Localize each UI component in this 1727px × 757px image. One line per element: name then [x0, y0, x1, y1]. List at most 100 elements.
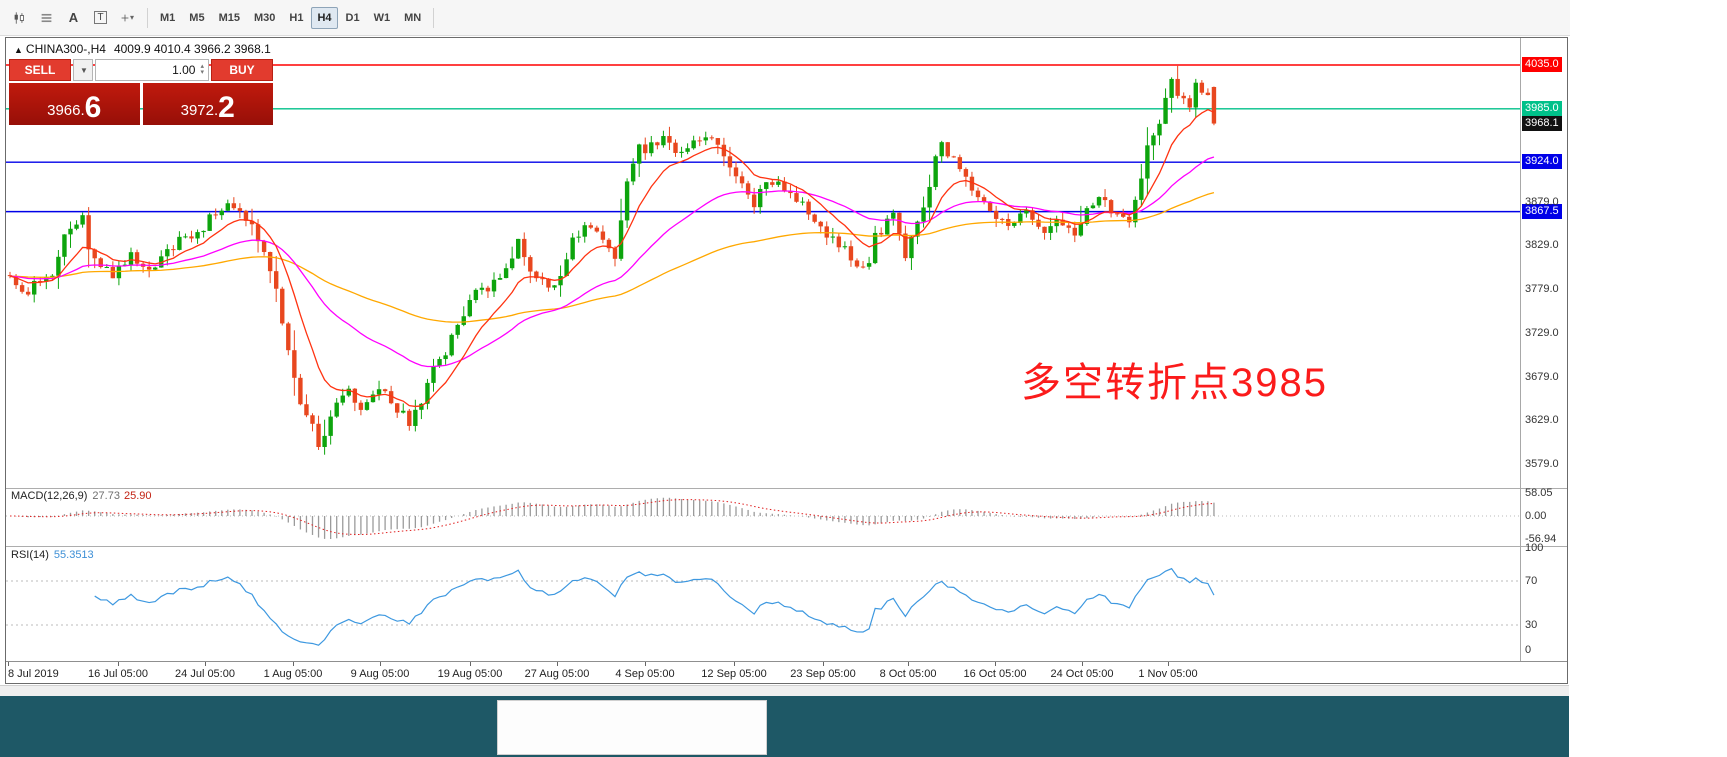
- bottom-panel: [497, 700, 767, 755]
- list-glyph: [41, 13, 52, 22]
- time-tick: [118, 662, 119, 666]
- time-tick: [1082, 662, 1083, 666]
- rsi-indicator-chart[interactable]: [6, 547, 1521, 660]
- text-box-icon[interactable]: T: [87, 6, 114, 30]
- time-label: 24 Oct 05:00: [1050, 668, 1114, 680]
- ask-quote[interactable]: 3972. 2: [142, 83, 273, 125]
- price-label-4035.0: 4035.0: [1522, 57, 1562, 72]
- timeframe-w1[interactable]: W1: [368, 7, 397, 29]
- time-tick: [1168, 662, 1169, 666]
- time-tick: [470, 662, 471, 666]
- candlestick-chart-icon[interactable]: [6, 6, 33, 30]
- time-label: 19 Aug 05:00: [437, 668, 503, 680]
- chart-window: ▲ CHINA300-,H4 4009.9 4010.4 3966.2 3968.1…: [5, 37, 1568, 684]
- timeframe-group: M1 M5 M15 M30 H1 H4 D1 W1 MN: [154, 6, 427, 29]
- volume-spinner[interactable]: ▴ ▾: [200, 63, 204, 76]
- price-label-3924.0: 3924.0: [1522, 154, 1562, 170]
- time-axis[interactable]: 8 Jul 2019 16 Jul 05:00 24 Jul 05:00 1 Aug …: [6, 661, 1567, 683]
- quote-row: 3966. 6 3972. 2: [9, 83, 273, 125]
- order-type-dropdown[interactable]: ▼: [73, 59, 93, 81]
- text-annotation-icon[interactable]: A: [60, 6, 87, 30]
- rsi-value: 55.3513: [53, 549, 94, 561]
- price-label-3968.1: 3968.1: [1522, 115, 1562, 131]
- chevron-down-icon: ▾: [129, 13, 134, 22]
- ask-price-main: 3972.: [180, 102, 219, 119]
- price-label-3867.5: 3867.5: [1522, 203, 1562, 219]
- spinner-down-icon[interactable]: ▾: [200, 69, 204, 76]
- macd-label: MACD(12,26,9) 27.73 25.90: [11, 490, 151, 502]
- volume-input[interactable]: 1.00 ▴ ▾: [95, 59, 209, 81]
- time-label: 27 Aug 05:00: [524, 668, 590, 680]
- macd-axis-0.00: 0.00: [1525, 510, 1547, 522]
- timeframe-d1[interactable]: D1: [340, 7, 366, 29]
- symbol-marker-icon: ▲: [14, 45, 23, 55]
- toolbar-separator: [433, 7, 435, 28]
- macd-axis-58.05: 58.05: [1525, 487, 1553, 499]
- timeframe-h1[interactable]: H1: [283, 7, 309, 29]
- trade-controls-row: SELL ▼ 1.00 ▴ ▾ BUY: [9, 59, 273, 81]
- price-label-3985.0: 3985.0: [1522, 100, 1562, 116]
- time-label: 24 Jul 05:00: [175, 668, 235, 680]
- time-label: 23 Sep 05:00: [790, 668, 856, 680]
- chart-title: CHINA300-,H4: [25, 42, 106, 56]
- time-tick: [557, 662, 558, 666]
- price-label-3579.0: 3579.0: [1525, 458, 1559, 471]
- time-label: 16 Oct 05:00: [963, 668, 1027, 680]
- bid-quote[interactable]: 3966. 6: [9, 83, 140, 125]
- rsi-axis-100: 100: [1525, 542, 1544, 554]
- macd-value-main: 27.73: [92, 490, 120, 502]
- toolbar: A T ▾ M1 M5 M15 M30 H1 H4 D1 W1 MN: [0, 0, 1570, 36]
- timeframe-m1[interactable]: M1: [154, 7, 181, 29]
- time-tick: [823, 662, 824, 666]
- price-axis[interactable]: 4035.0 3985.0 3968.1 3924.0 3867.5 3879.0 3829…: [1521, 38, 1567, 683]
- buy-button[interactable]: BUY: [211, 59, 273, 81]
- timeframe-m30[interactable]: M30: [248, 7, 281, 29]
- time-label: 9 Aug 05:00: [350, 668, 410, 680]
- timeframe-mn[interactable]: MN: [398, 7, 427, 29]
- bottom-bar: [0, 696, 1569, 757]
- time-label: 4 Sep 05:00: [615, 668, 675, 680]
- time-label: 12 Sep 05:00: [701, 668, 767, 680]
- rsi-axis-0: 0: [1525, 644, 1532, 656]
- timeframe-m15[interactable]: M15: [213, 7, 246, 29]
- macd-pane-divider[interactable]: [6, 488, 1567, 489]
- macd-indicator-chart[interactable]: [6, 489, 1521, 546]
- sell-button[interactable]: SELL: [9, 59, 71, 81]
- bid-price-main: 3966.: [47, 102, 85, 119]
- ask-price-big-digit: 2: [218, 91, 235, 124]
- price-label-3779.0: 3779.0: [1525, 283, 1559, 296]
- one-click-trading-panel: SELL ▼ 1.00 ▴ ▾ BUY 3966. 6 3972. 2: [9, 59, 273, 125]
- candlestick-glyph: [14, 11, 24, 24]
- price-label-3629.0: 3629.0: [1525, 414, 1559, 427]
- price-label-3679.0: 3679.0: [1525, 370, 1559, 383]
- time-tick: [995, 662, 996, 666]
- time-label: 1 Nov 05:00: [1138, 668, 1198, 680]
- toolbar-separator: [147, 7, 148, 28]
- time-label: 16 Jul 05:00: [88, 668, 148, 680]
- price-label-3879.0: 3879.0: [1525, 195, 1559, 208]
- chart-ohlc-values: 4009.9 4010.4 3966.2 3968.1: [113, 42, 271, 56]
- price-label-3829.0: 3829.0: [1525, 239, 1559, 252]
- crosshair-icon[interactable]: ▾: [114, 6, 141, 30]
- time-tick: [734, 662, 735, 666]
- indicator-list-icon[interactable]: [33, 6, 60, 30]
- bid-price-big-digit: 6: [84, 91, 102, 124]
- time-tick: [645, 662, 646, 666]
- time-tick: [8, 662, 9, 666]
- macd-axis--56.94: -56.94: [1525, 532, 1557, 545]
- volume-value: 1.00: [172, 63, 196, 77]
- timeframe-m5[interactable]: M5: [183, 7, 210, 29]
- time-tick: [380, 662, 381, 666]
- time-tick: [205, 662, 206, 666]
- timeframe-h4[interactable]: H4: [311, 6, 338, 29]
- spinner-up-icon[interactable]: ▴: [200, 63, 204, 70]
- time-label: 8 Jul 2019: [8, 668, 59, 680]
- time-tick: [908, 662, 909, 666]
- rsi-label: RSI(14) 55.3513: [11, 549, 94, 561]
- horizontal-scroll-strip[interactable]: [0, 685, 1569, 697]
- t-glyph: T: [94, 11, 107, 24]
- rsi-axis-70: 70: [1525, 575, 1538, 587]
- rsi-pane-divider[interactable]: [6, 546, 1567, 547]
- time-label: 8 Oct 05:00: [879, 668, 937, 680]
